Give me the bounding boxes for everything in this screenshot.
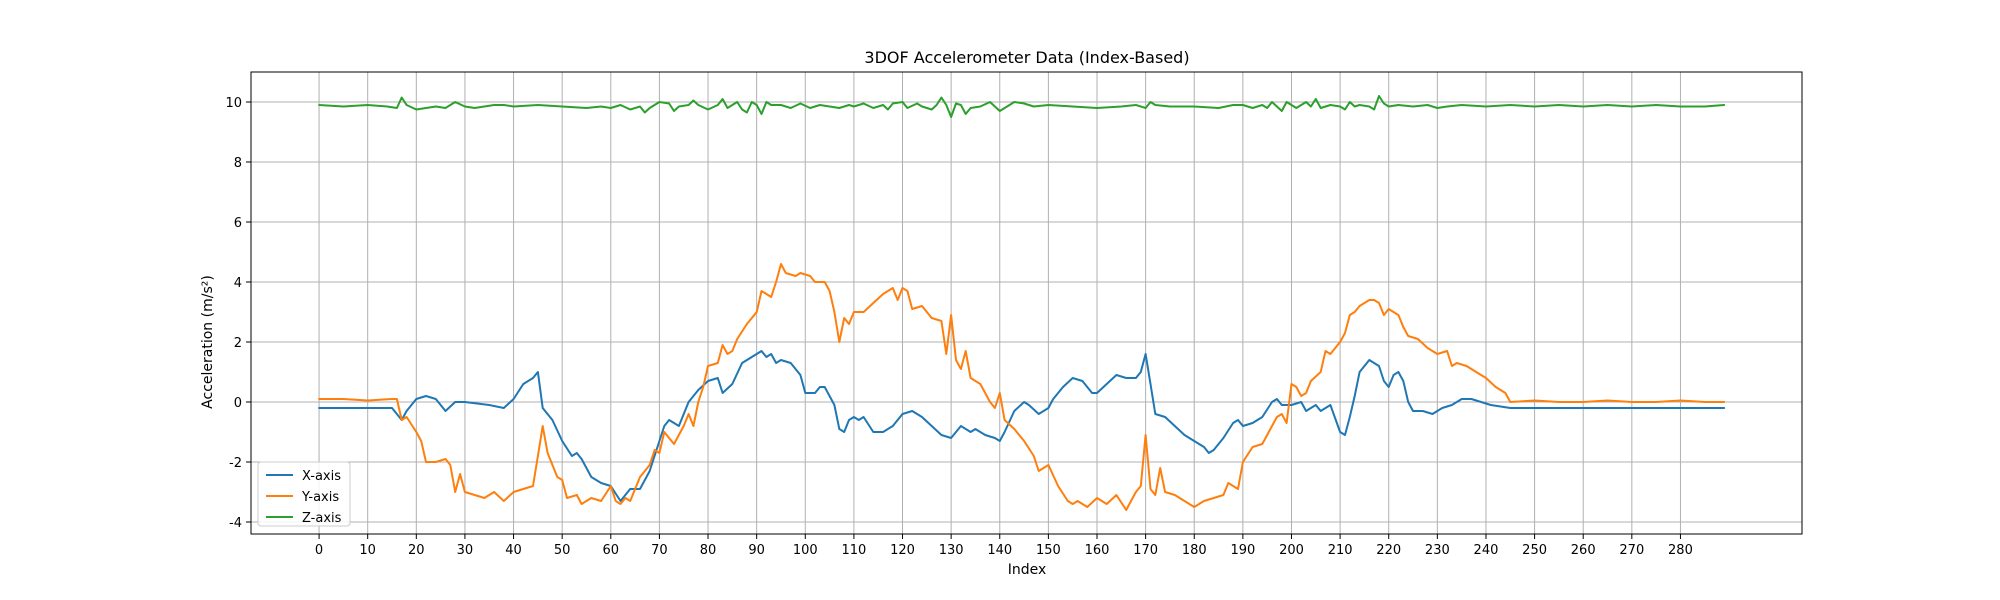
x-tick-label: 50	[554, 543, 571, 558]
x-tick-label: 260	[1571, 543, 1596, 558]
x-tick-label: 270	[1619, 543, 1644, 558]
x-tick-label: 120	[890, 543, 915, 558]
series-line-z-axis	[318, 95, 1726, 118]
x-tick-label: 190	[1230, 543, 1255, 558]
series-lines	[318, 95, 1726, 511]
x-tick-label: 80	[700, 543, 717, 558]
x-tick-label: 40	[505, 543, 522, 558]
x-tick-label: 230	[1425, 543, 1450, 558]
y-tick-label: 2	[234, 336, 242, 351]
x-tick-label: 20	[408, 543, 425, 558]
chart-title: 3DOF Accelerometer Data (Index-Based)	[864, 48, 1189, 67]
legend-label-z-axis: Z-axis	[302, 511, 342, 526]
x-tick-label: 0	[315, 543, 323, 558]
x-tick-label: 180	[1182, 543, 1207, 558]
x-tick-label: 250	[1522, 543, 1547, 558]
x-tick-label: 220	[1376, 543, 1401, 558]
x-tick-label: 70	[651, 543, 668, 558]
axis-ticks: 0 10 20 30 40 50 60 70 80 90 100 110 120 130 140 150 160…	[225, 96, 1692, 558]
x-tick-label: 90	[748, 543, 765, 558]
y-tick-label: 10	[225, 96, 242, 111]
y-axis-label: Acceleration (m/s²)	[200, 275, 216, 409]
x-tick-label: 150	[1036, 543, 1061, 558]
x-tick-label: 30	[457, 543, 474, 558]
x-axis-label: Index	[1008, 562, 1047, 578]
x-tick-label: 130	[939, 543, 964, 558]
series-line-x-axis	[318, 350, 1726, 502]
x-tick-label: 160	[1085, 543, 1110, 558]
x-tick-label: 110	[841, 543, 866, 558]
grid-lines	[251, 72, 1802, 534]
legend-label-x-axis: X-axis	[302, 469, 341, 484]
legend-label-y-axis: Y-axis	[301, 490, 339, 505]
x-tick-label: 210	[1328, 543, 1353, 558]
x-tick-label: 200	[1279, 543, 1304, 558]
y-tick-label: 4	[234, 276, 242, 291]
legend: X-axis Y-axis Z-axis	[257, 461, 351, 527]
legend-box	[257, 461, 351, 527]
x-tick-label: 100	[793, 543, 818, 558]
x-tick-label: 60	[603, 543, 620, 558]
x-tick-label: 140	[987, 543, 1012, 558]
x-tick-label: 10	[359, 543, 376, 558]
y-tick-label: 6	[234, 216, 242, 231]
x-tick-label: 170	[1133, 543, 1158, 558]
y-tick-label: -2	[229, 456, 242, 471]
x-tick-label: 280	[1668, 543, 1693, 558]
y-tick-label: 0	[234, 396, 242, 411]
series-line-y-axis	[318, 263, 1726, 511]
y-tick-label: -4	[229, 516, 242, 531]
plot-frame	[250, 71, 1803, 535]
y-tick-label: 8	[234, 156, 242, 171]
x-tick-label: 240	[1474, 543, 1499, 558]
